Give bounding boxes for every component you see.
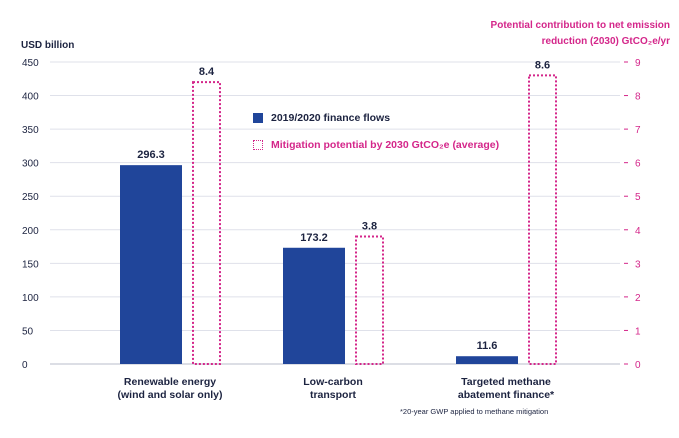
category-label: Renewable energy — [124, 376, 216, 388]
y-tick-label: 200 — [22, 226, 39, 237]
legend-item-mitigation: Mitigation potential by 2030 GtCO₂e (ave… — [253, 138, 499, 152]
bar-finance-label: 11.6 — [477, 340, 498, 352]
bar-finance-label: 173.2 — [300, 232, 328, 244]
bar-finance — [283, 247, 345, 364]
y-tick-label: 400 — [22, 92, 39, 103]
category-label: abatement finance* — [458, 389, 555, 401]
footnote: *20-year GWP applied to methane mitigati… — [400, 407, 549, 416]
bar-finance — [120, 165, 182, 364]
y-tick-label: 100 — [22, 293, 39, 304]
legend-swatch-mitigation — [253, 140, 263, 150]
legend-label-mitigation: Mitigation potential by 2030 GtCO₂e (ave… — [271, 139, 500, 151]
y-tick-label: 300 — [22, 159, 39, 170]
bar-mitigation — [528, 74, 557, 366]
y-tick-label: 0 — [22, 360, 28, 371]
bar-mitigation-label: 8.4 — [199, 66, 215, 78]
legend-item-finance: 2019/2020 finance flows — [253, 111, 499, 125]
bar-mitigation — [355, 235, 384, 365]
y2-axis-title-line-2: reduction (2030) GtCO₂e/yr — [541, 36, 670, 47]
y2-tick-label: 2 — [635, 293, 641, 304]
legend-label-finance: 2019/2020 finance flows — [271, 112, 391, 124]
y2-tick-label: 3 — [635, 259, 641, 270]
bar-mitigation — [192, 81, 221, 365]
y-tick-label: 250 — [22, 192, 39, 203]
bar-mitigation-label: 3.8 — [362, 220, 377, 232]
legend: 2019/2020 finance flows Mitigation poten… — [253, 111, 499, 165]
bar-mitigation-label: 8.6 — [535, 59, 550, 71]
y2-tick-label: 8 — [635, 92, 641, 103]
category-label: transport — [310, 389, 357, 401]
y-tick-label: 350 — [22, 125, 39, 136]
category-label: Low-carbon — [303, 376, 363, 388]
bar-finance — [456, 356, 518, 364]
category-label: (wind and solar only) — [117, 389, 222, 401]
y2-tick-label: 7 — [635, 125, 641, 136]
y2-tick-label: 1 — [635, 326, 641, 337]
y2-tick-label: 4 — [635, 226, 641, 237]
y2-tick-label: 9 — [635, 58, 641, 69]
bar-finance-label: 296.3 — [137, 149, 165, 161]
y2-axis-title: Potential contribution to net emission r… — [410, 18, 670, 50]
y-axis-title: USD billion — [21, 40, 75, 51]
category-label: Targeted methane — [461, 376, 551, 388]
y2-tick-label: 6 — [635, 159, 641, 170]
y-tick-label: 50 — [22, 326, 34, 337]
y-tick-label: 450 — [22, 58, 39, 69]
y2-tick-label: 5 — [635, 192, 641, 203]
y-tick-label: 150 — [22, 259, 39, 270]
y2-tick-label: 0 — [635, 360, 641, 371]
y2-axis-title-line-1: Potential contribution to net emission — [490, 20, 670, 31]
legend-swatch-finance — [253, 113, 263, 123]
